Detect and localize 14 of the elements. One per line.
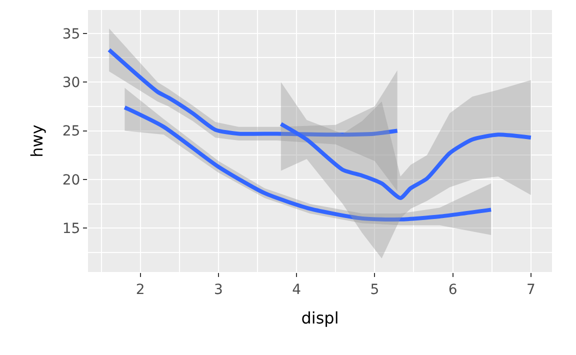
x-axis-title: displ	[301, 308, 339, 328]
x-tick-label: 7	[526, 282, 536, 298]
y-tick-label: 20	[62, 172, 80, 188]
y-tick-label: 30	[62, 74, 80, 91]
y-tick-label: 15	[62, 221, 80, 238]
x-tick-label: 6	[448, 282, 458, 298]
x-tick-label: 2	[136, 282, 145, 298]
x-tick-label: 4	[292, 282, 302, 298]
y-tick-label: 25	[62, 124, 80, 140]
x-tick-label: 5	[370, 282, 380, 298]
y-axis-title: hwy	[27, 124, 46, 158]
x-tick-label: 3	[214, 282, 223, 298]
y-tick-label: 35	[62, 26, 80, 42]
line-series	[122, 105, 494, 222]
